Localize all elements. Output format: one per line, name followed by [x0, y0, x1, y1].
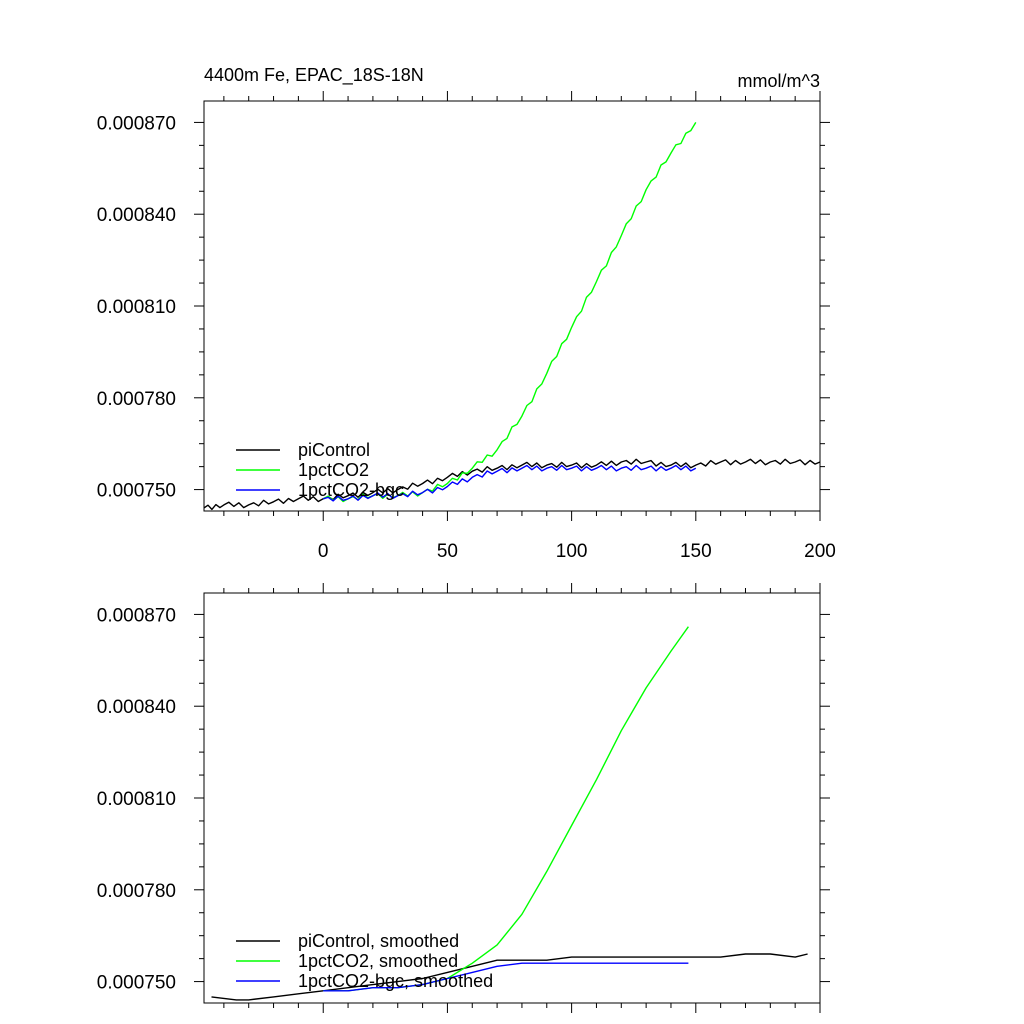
y-tick-label: 0.000810 [97, 789, 176, 810]
series-line-3 [323, 962, 689, 992]
legend-label: piControl, smoothed [298, 931, 459, 951]
legend-label: piControl [298, 440, 370, 460]
series-line-1 [211, 953, 808, 1001]
y-tick-label: 0.000810 [97, 297, 176, 318]
y-tick-label: 0.000750 [97, 973, 176, 994]
legend-label: 1pctCO2-bgc [298, 480, 404, 500]
y-tick-label: 0.000870 [97, 605, 176, 626]
y-tick-label: 0.000780 [97, 389, 176, 410]
legend-label: 1pctCO2 [298, 460, 369, 480]
x-tick-label: 100 [556, 541, 588, 562]
series-line-1 [203, 458, 821, 511]
x-tick-label: 150 [680, 541, 712, 562]
y-tick-label: 0.000840 [97, 205, 176, 226]
legend-label: 1pctCO2-bgc, smoothed [298, 971, 493, 991]
chart-panel-1: 0 50 100 150 200 0.000750 0.000780 0.000810 0.00… [97, 65, 836, 562]
series-line-2 [322, 122, 697, 503]
x-tick-label: 50 [437, 541, 458, 562]
plot-area [203, 122, 821, 511]
y-tick-label: 0.000840 [97, 697, 176, 718]
x-tick-label: 0 [318, 541, 329, 562]
y-tick-label: 0.000870 [97, 113, 176, 134]
x-tick-label: 200 [804, 541, 836, 562]
plot-frame [203, 592, 821, 1004]
y-tick-label: 0.000750 [97, 481, 176, 502]
chart-panel-2: 0.000750 0.000780 0.000810 0.000840 0.000870… [97, 583, 830, 1013]
legend-label: 1pctCO2, smoothed [298, 951, 458, 971]
plot-frame [203, 100, 821, 512]
units-label: mmol/m^3 [738, 71, 820, 91]
series-line-3 [322, 464, 697, 502]
chart-title: 4400m Fe, EPAC_18S-18N [204, 65, 424, 86]
plot-area [211, 626, 808, 1001]
y-tick-label: 0.000780 [97, 881, 176, 902]
